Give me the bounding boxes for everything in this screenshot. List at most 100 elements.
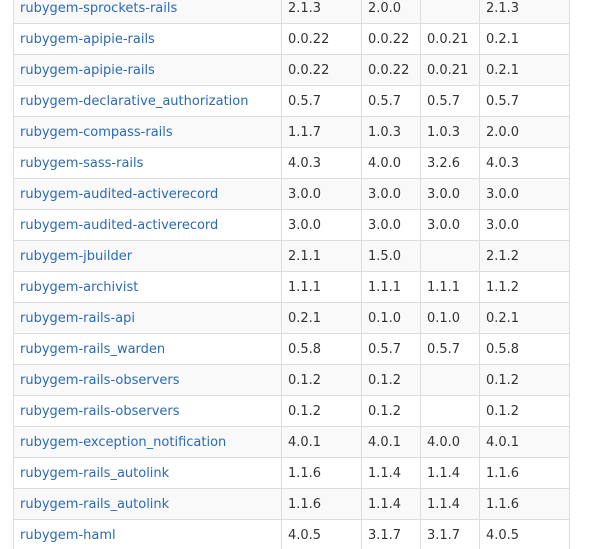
version-cell-v4: 1.1.6 — [479, 457, 570, 489]
package-name-link[interactable]: rubygem-archivist — [20, 279, 139, 295]
version-cell-v3: 1.1.4 — [420, 457, 480, 489]
table-body: rubygem-sprockets-rails 2.1.3 2.0.0 2.1.3 ru… — [13, 0, 570, 549]
version-cell-v1: 1.1.6 — [281, 457, 362, 489]
version-cell-v4: 4.0.1 — [479, 426, 570, 458]
version-cell-v2: 2.0.0 — [361, 0, 421, 24]
version-cell-v2: 0.1.2 — [361, 395, 421, 427]
version-cell-v3: 1.1.4 — [420, 488, 480, 520]
package-name-link[interactable]: rubygem-apipie-rails — [20, 31, 155, 47]
version-cell-v3: 3.1.7 — [420, 519, 480, 549]
version-cell-v3 — [420, 240, 480, 272]
version-cell-v4: 2.1.2 — [479, 240, 570, 272]
package-name-link[interactable]: rubygem-apipie-rails — [20, 62, 155, 78]
version-cell-v3: 0.1.0 — [420, 302, 480, 334]
version-cell-v4: 0.5.7 — [479, 85, 570, 117]
package-name-link[interactable]: rubygem-rails_warden — [20, 341, 166, 357]
package-name-link[interactable]: rubygem-jbuilder — [20, 248, 133, 264]
package-name-link[interactable]: rubygem-rails-observers — [20, 372, 180, 388]
package-name-cell: rubygem-audited-activerecord — [13, 209, 282, 241]
version-cell-v3: 3.2.6 — [420, 147, 480, 179]
package-name-link[interactable]: rubygem-audited-activerecord — [20, 217, 219, 233]
version-cell-v4: 0.2.1 — [479, 54, 570, 86]
version-cell-v4: 1.1.2 — [479, 271, 570, 303]
version-cell-v3: 3.0.0 — [420, 178, 480, 210]
version-cell-v1: 0.5.8 — [281, 333, 362, 365]
table-row: rubygem-sass-rails 4.0.3 4.0.0 3.2.6 4.0.3 — [13, 147, 570, 179]
table-row: rubygem-audited-activerecord 3.0.0 3.0.0 3.… — [13, 178, 570, 210]
version-cell-v2: 0.1.0 — [361, 302, 421, 334]
version-cell-v2: 1.5.0 — [361, 240, 421, 272]
package-name-link[interactable]: rubygem-haml — [20, 527, 116, 543]
version-cell-v2: 3.0.0 — [361, 209, 421, 241]
version-cell-v1: 0.5.7 — [281, 85, 362, 117]
version-cell-v2: 4.0.1 — [361, 426, 421, 458]
version-cell-v1: 2.1.3 — [281, 0, 362, 24]
package-name-link[interactable]: rubygem-audited-activerecord — [20, 186, 219, 202]
version-cell-v1: 1.1.7 — [281, 116, 362, 148]
version-cell-v1: 4.0.1 — [281, 426, 362, 458]
version-cell-v4: 3.0.0 — [479, 178, 570, 210]
package-name-link[interactable]: rubygem-sass-rails — [20, 155, 144, 171]
version-cell-v3 — [420, 0, 480, 24]
package-name-cell: rubygem-declarative_authorization — [13, 85, 282, 117]
package-name-cell: rubygem-sass-rails — [13, 147, 282, 179]
package-name-link[interactable]: rubygem-rails_autolink — [20, 496, 170, 512]
version-cell-v3: 4.0.0 — [420, 426, 480, 458]
table-row: rubygem-haml 4.0.5 3.1.7 3.1.7 4.0.5 — [13, 519, 570, 549]
package-name-cell: rubygem-sprockets-rails — [13, 0, 282, 24]
version-cell-v2: 3.0.0 — [361, 178, 421, 210]
version-cell-v3: 0.5.7 — [420, 333, 480, 365]
package-name-link[interactable]: rubygem-exception_notification — [20, 434, 227, 450]
version-cell-v3: 0.0.21 — [420, 23, 480, 55]
table-row: rubygem-jbuilder 2.1.1 1.5.0 2.1.2 — [13, 240, 570, 272]
table-row: rubygem-rails_autolink 1.1.6 1.1.4 1.1.4 1.1… — [13, 488, 570, 520]
version-cell-v2: 0.0.22 — [361, 23, 421, 55]
version-cell-v4: 4.0.5 — [479, 519, 570, 549]
version-cell-v3: 1.1.1 — [420, 271, 480, 303]
version-cell-v1: 0.0.22 — [281, 23, 362, 55]
table-row: rubygem-exception_notification 4.0.1 4.0.1… — [13, 426, 570, 458]
version-cell-v2: 1.1.1 — [361, 271, 421, 303]
version-cell-v1: 1.1.6 — [281, 488, 362, 520]
version-cell-v1: 1.1.1 — [281, 271, 362, 303]
table-row: rubygem-rails_autolink 1.1.6 1.1.4 1.1.4 1.1… — [13, 457, 570, 489]
version-cell-v2: 1.1.4 — [361, 457, 421, 489]
table-row: rubygem-declarative_authorization 0.5.7 0.… — [13, 85, 570, 117]
version-cell-v1: 3.0.0 — [281, 178, 362, 210]
package-name-link[interactable]: rubygem-compass-rails — [20, 124, 173, 140]
package-name-link[interactable]: rubygem-sprockets-rails — [20, 0, 178, 16]
version-cell-v2: 4.0.0 — [361, 147, 421, 179]
version-cell-v3: 1.0.3 — [420, 116, 480, 148]
table-row: rubygem-apipie-rails 0.0.22 0.0.22 0.0.21 0.… — [13, 54, 570, 86]
version-cell-v1: 4.0.3 — [281, 147, 362, 179]
package-name-cell: rubygem-compass-rails — [13, 116, 282, 148]
package-name-cell: rubygem-rails-observers — [13, 364, 282, 396]
version-cell-v2: 1.1.4 — [361, 488, 421, 520]
version-cell-v3: 0.5.7 — [420, 85, 480, 117]
version-cell-v2: 1.0.3 — [361, 116, 421, 148]
version-cell-v2: 0.5.7 — [361, 85, 421, 117]
package-name-cell: rubygem-exception_notification — [13, 426, 282, 458]
version-cell-v1: 0.1.2 — [281, 395, 362, 427]
package-name-link[interactable]: rubygem-rails-api — [20, 310, 135, 326]
version-cell-v1: 3.0.0 — [281, 209, 362, 241]
package-name-cell: rubygem-haml — [13, 519, 282, 549]
table-row: rubygem-compass-rails 1.1.7 1.0.3 1.0.3 2.0.… — [13, 116, 570, 148]
version-cell-v3 — [420, 364, 480, 396]
package-name-link[interactable]: rubygem-rails-observers — [20, 403, 180, 419]
version-cell-v4: 2.0.0 — [479, 116, 570, 148]
version-cell-v2: 0.5.7 — [361, 333, 421, 365]
version-cell-v2: 0.1.2 — [361, 364, 421, 396]
version-cell-v4: 0.2.1 — [479, 302, 570, 334]
package-name-link[interactable]: rubygem-declarative_authorization — [20, 93, 249, 109]
version-cell-v4: 0.2.1 — [479, 23, 570, 55]
version-cell-v4: 3.0.0 — [479, 209, 570, 241]
package-name-cell: rubygem-rails_autolink — [13, 488, 282, 520]
version-cell-v1: 0.2.1 — [281, 302, 362, 334]
package-name-cell: rubygem-archivist — [13, 271, 282, 303]
package-name-cell: rubygem-rails_warden — [13, 333, 282, 365]
table-row: rubygem-archivist 1.1.1 1.1.1 1.1.1 1.1.2 — [13, 271, 570, 303]
version-cell-v3: 3.0.0 — [420, 209, 480, 241]
package-name-link[interactable]: rubygem-rails_autolink — [20, 465, 170, 481]
